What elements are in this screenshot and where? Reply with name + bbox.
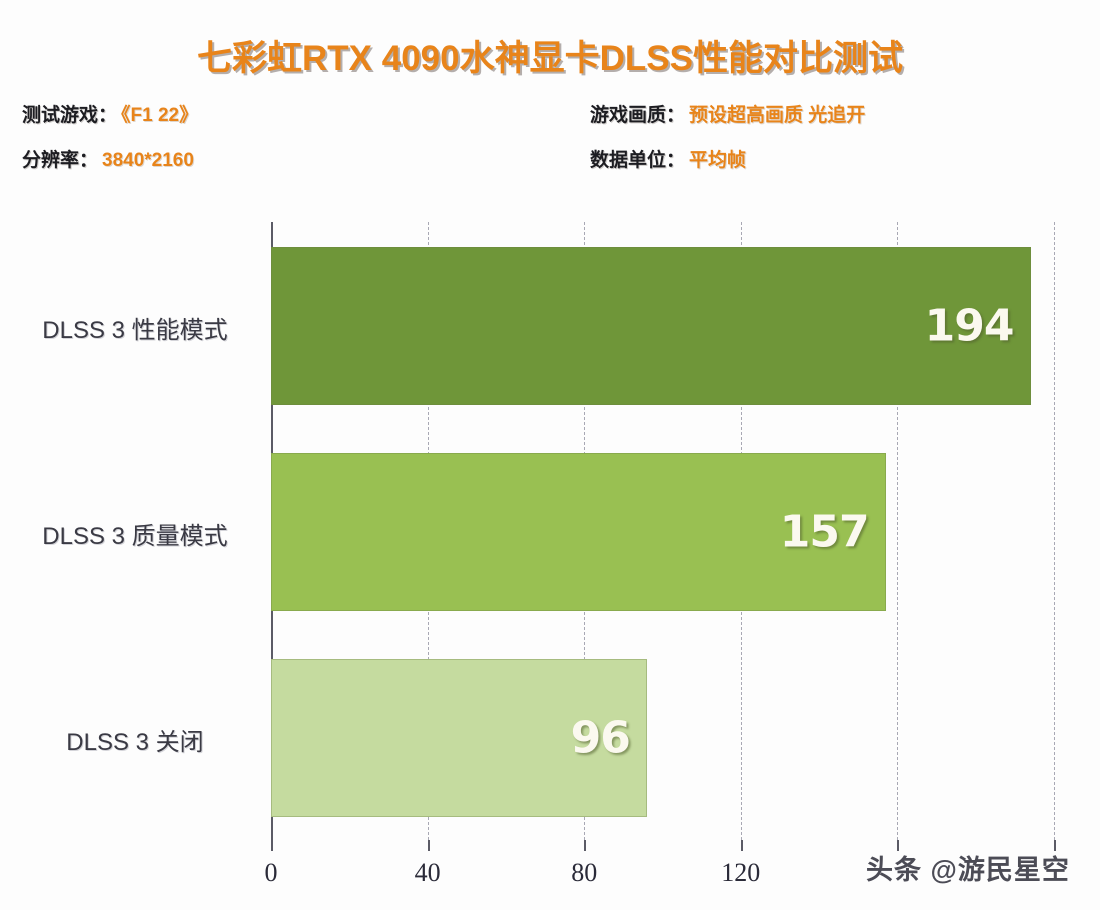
x-tick-label-40: 40 [414,858,441,887]
meta-test-game-value: 《F1 22》 [121,105,199,126]
x-tick-label-80: 80 [571,858,598,887]
meta-data-unit-label: 数据单位： [590,150,686,171]
gridline-200 [1054,222,1055,840]
meta-game-quality-value: 预设超高画质 光追开 [689,105,866,126]
x-tick-mark-120 [740,840,743,851]
meta-test-game-label: 测试游戏： [22,105,118,126]
gridline-160 [897,222,899,840]
meta-data-unit: 数据单位： 平均帧 [590,145,746,172]
meta-resolution-value: 3840*2160 [102,150,194,171]
category-label-1: DLSS 3 质量模式 [42,523,228,550]
x-tick-label-120: 120 [721,858,761,887]
meta-data-unit-value: 平均帧 [689,150,747,171]
meta-resolution-label: 分辨率： [22,150,99,171]
meta-resolution: 分辨率： 3840*2160 [22,145,194,172]
page-title: 七彩虹RTX 4090水神显卡DLSS性能对比测试 [197,39,903,78]
x-tick-mark-200 [1054,840,1056,851]
bar-1: 157 [271,453,886,611]
bar-value-label: 157 [779,506,870,558]
category-label-0: DLSS 3 性能模式 [42,317,228,344]
meta-test-game: 测试游戏： 《F1 22》 [22,100,198,127]
bar-value-label: 96 [570,712,631,764]
x-tick-label-0: 0 [264,858,278,887]
bar-0: 194 [271,247,1031,405]
x-tick-mark-0 [271,840,273,851]
meta-game-quality-label: 游戏画质： [590,105,686,126]
bar-value-label: 194 [924,300,1015,352]
bar-2: 96 [271,659,647,817]
category-label-2: DLSS 3 关闭 [66,729,204,756]
meta-game-quality: 游戏画质： 预设超高画质 光追开 [590,100,865,127]
chart-plot-area: 194 157 96 [271,222,1071,840]
watermark: 头条 @游民星空 [866,855,1070,885]
x-tick-mark-160 [897,840,900,851]
x-tick-mark-40 [427,840,430,851]
x-tick-mark-80 [584,840,587,851]
